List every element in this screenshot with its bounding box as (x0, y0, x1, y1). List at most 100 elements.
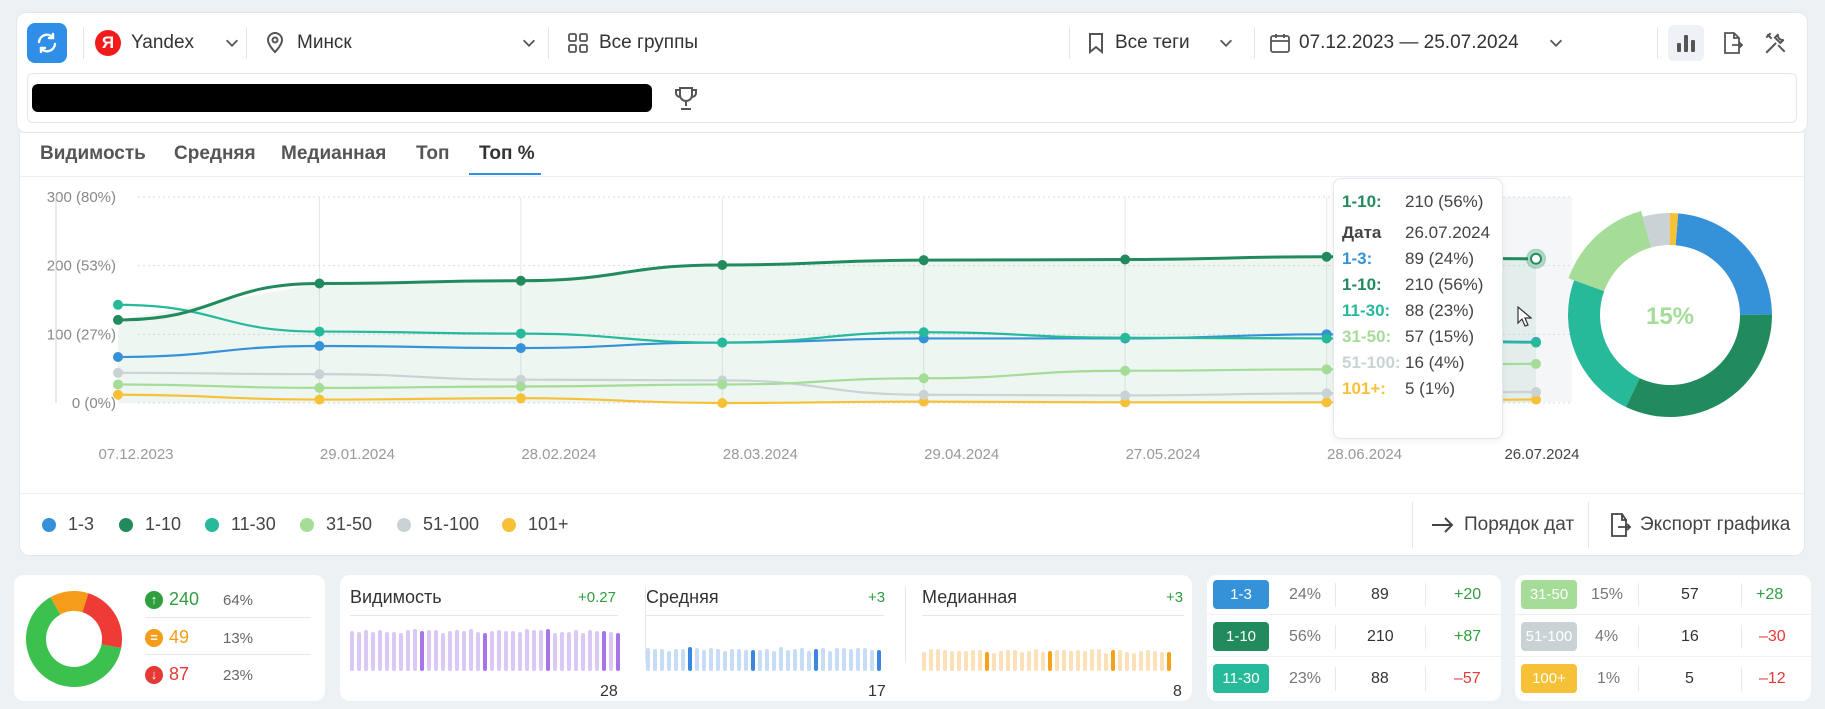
project-name-redacted[interactable] (32, 84, 652, 112)
chevron-down-icon (520, 34, 538, 52)
range-row[interactable]: 1-10 56% 210 +87 (1207, 617, 1501, 657)
range-row[interactable]: 31-50 15% 57 +28 (1515, 575, 1811, 615)
spark-bar (922, 652, 926, 671)
metric-sparkbars (646, 629, 881, 671)
data-point (919, 255, 929, 265)
spark-bar (653, 649, 657, 671)
summary-pie-slice (82, 593, 122, 648)
tooltip-row: 31-50: 57 (15%) (1342, 327, 1474, 347)
spark-bar (455, 630, 459, 671)
chart-legend: 1-3 1-10 11-30 31-50 51-100 101+ Порядок… (20, 493, 1804, 555)
legend-item[interactable]: 1-10 (119, 514, 181, 535)
chart-view-button[interactable] (1668, 25, 1704, 61)
refresh-button[interactable] (27, 23, 67, 63)
spark-bar (660, 649, 664, 671)
range-pct: 15% (1591, 586, 1623, 604)
spark-bar (392, 632, 396, 671)
legend-dot (42, 518, 56, 532)
legend-item[interactable]: 31-50 (300, 514, 372, 535)
tooltip-key: 1-10: (1342, 275, 1405, 295)
summary-card: ↑ 240 = 49 ↓ 87 64% 13% 23% (14, 575, 325, 701)
tab-median[interactable]: Медианная (281, 143, 386, 165)
spark-bar (985, 652, 989, 671)
data-point (1322, 333, 1332, 343)
legend-item[interactable]: 101+ (502, 514, 569, 535)
groups-select[interactable]: Все группы (567, 25, 767, 61)
spark-bar (1132, 653, 1136, 671)
search-engine-select[interactable]: Я Yandex (95, 25, 255, 61)
date-range-select[interactable]: 07.12.2023 — 25.07.2024 (1269, 25, 1569, 61)
range-count: 5 (1685, 670, 1694, 688)
spark-bar (413, 629, 417, 671)
date-order-button[interactable]: Порядок дат (1430, 508, 1574, 542)
spark-bar (1104, 653, 1108, 671)
legend-item[interactable]: 51-100 (397, 514, 479, 535)
data-point (314, 327, 324, 337)
legend-item[interactable]: 1-3 (42, 514, 94, 535)
spark-bar (1167, 652, 1171, 671)
data-point (314, 383, 324, 393)
tab-average[interactable]: Средняя (174, 143, 256, 165)
x-tick-label: 07.12.2023 (98, 446, 173, 463)
tags-select[interactable]: Все теги (1087, 25, 1247, 61)
data-point (1322, 252, 1332, 262)
tab-top-percent[interactable]: Топ % (479, 143, 535, 165)
chevron-down-icon (223, 34, 241, 52)
spark-bar (695, 648, 699, 671)
data-point (717, 338, 727, 348)
data-point (717, 379, 727, 389)
x-tick-label: 28.03.2024 (723, 446, 798, 463)
spark-bar (957, 651, 961, 671)
active-tab-indicator (469, 173, 541, 175)
x-tick-label: 29.01.2024 (320, 446, 395, 463)
file-export-icon (1608, 512, 1632, 538)
separator (1335, 667, 1336, 691)
separator (1335, 625, 1336, 649)
settings-button[interactable] (1758, 25, 1794, 61)
spark-bar (863, 648, 867, 671)
chart-tabs: Видимость Средняя Медианная Топ Топ % (20, 133, 1804, 177)
spark-bar (434, 630, 438, 671)
range-count: 57 (1681, 586, 1699, 604)
spark-bar (681, 649, 685, 671)
spark-bar (999, 651, 1003, 671)
y-tick-label: 100 (27%) (47, 326, 116, 343)
summary-up-row: ↑ 240 (145, 589, 199, 610)
separator (1588, 502, 1589, 548)
trophy-icon[interactable] (671, 84, 701, 114)
spark-bar (427, 630, 431, 671)
legend-item[interactable]: 11-30 (205, 514, 276, 535)
legend-dot (119, 518, 133, 532)
separator (1335, 583, 1336, 607)
tab-visibility[interactable]: Видимость (40, 143, 146, 165)
chevron-down-icon (1547, 34, 1565, 52)
file-export-icon (1720, 31, 1744, 55)
spark-bar (667, 651, 671, 671)
region-select[interactable]: Минск (265, 25, 547, 61)
spark-bar (609, 632, 613, 671)
range-row[interactable]: 100+ 1% 5 –12 (1515, 659, 1811, 699)
chart-card: Видимость Средняя Медианная Топ Топ % 30… (19, 133, 1805, 556)
range-row[interactable]: 1-3 24% 89 +20 (1207, 575, 1501, 615)
tooltip-value: 16 (4%) (1405, 353, 1465, 373)
spark-bar (849, 649, 853, 671)
range-delta: +20 (1454, 586, 1481, 604)
date-order-label: Порядок дат (1464, 514, 1574, 536)
tooltip-date: Дата 26.07.2024 (1342, 223, 1490, 243)
spark-bar (1111, 650, 1115, 671)
spark-bar (532, 630, 536, 671)
arrow-right-icon (1430, 515, 1456, 535)
export-button[interactable] (1714, 25, 1750, 61)
range-row[interactable]: 11-30 23% 88 –57 (1207, 659, 1501, 699)
tab-top[interactable]: Топ (416, 143, 450, 165)
range-pct: 1% (1597, 670, 1620, 688)
spark-bar (992, 653, 996, 671)
metric-delta: +3 (1166, 589, 1183, 606)
spark-bar (929, 649, 933, 671)
spark-bar (371, 632, 375, 671)
export-chart-button[interactable]: Экспорт графика (1608, 508, 1790, 542)
data-point (516, 276, 526, 286)
range-row[interactable]: 51-100 4% 16 –30 (1515, 617, 1811, 657)
spark-bar (1055, 650, 1059, 671)
donut-center-label: 15% (1646, 303, 1694, 330)
